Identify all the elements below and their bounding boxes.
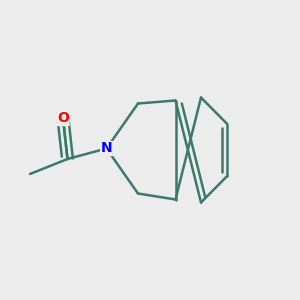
Text: O: O	[57, 112, 69, 125]
Text: N: N	[101, 142, 112, 155]
